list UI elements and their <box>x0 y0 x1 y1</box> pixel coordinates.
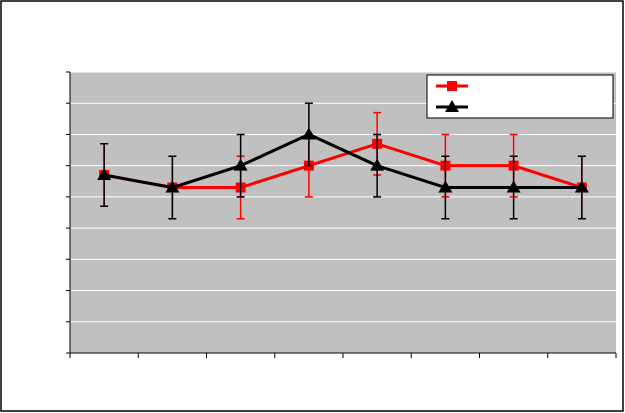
data-point <box>233 158 248 171</box>
data-point <box>165 180 180 193</box>
data-point <box>438 180 453 193</box>
series-line <box>103 142 583 190</box>
data-point <box>370 158 385 171</box>
data-point <box>301 127 316 140</box>
legend <box>426 74 614 119</box>
series-line <box>103 132 582 190</box>
data-point <box>574 180 589 193</box>
data-point <box>97 168 112 181</box>
plot-area <box>70 72 616 353</box>
legend-marker <box>447 81 457 91</box>
legend-marker <box>445 100 459 112</box>
data-point <box>506 180 521 193</box>
